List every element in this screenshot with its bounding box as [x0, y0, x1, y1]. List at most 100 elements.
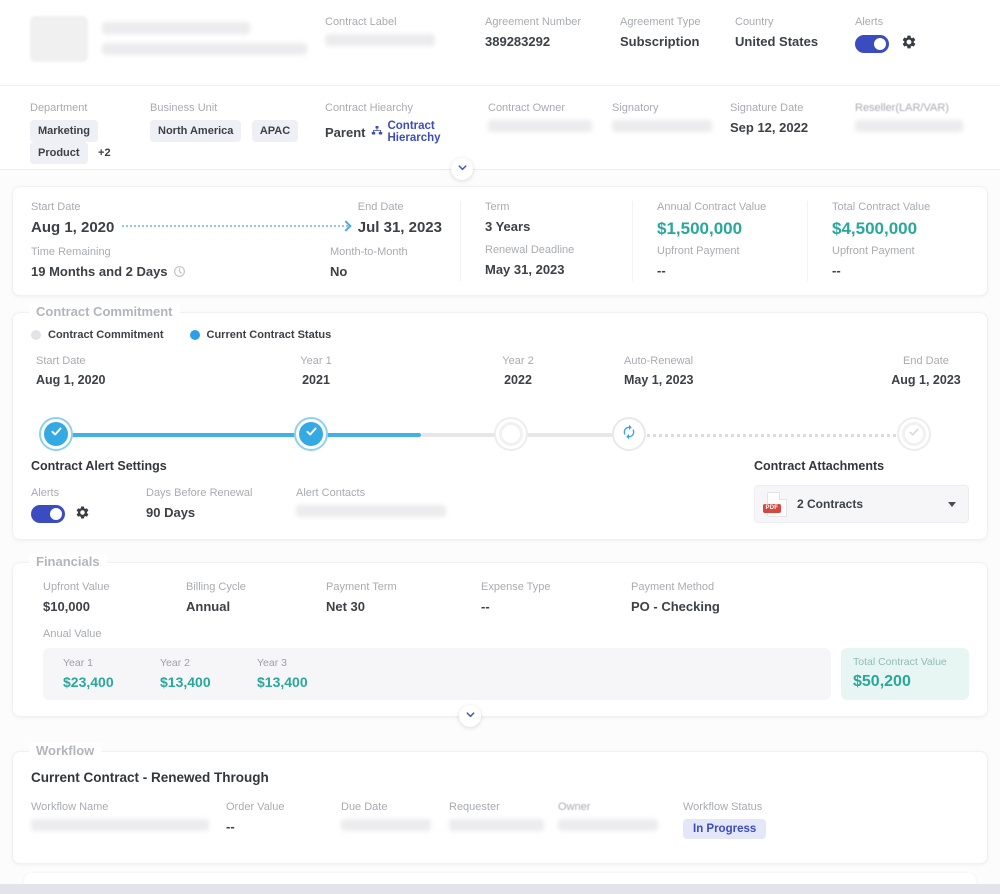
legend-label: Contract Commitment [48, 329, 164, 341]
hierarchy-icon [371, 125, 383, 140]
timeline-node-year2 [494, 417, 528, 451]
order-value-value: -- [226, 819, 235, 834]
annual-contract-value-label: Annual Contract Value [657, 201, 767, 213]
field-year-1-value: Year 1 $23,400 [63, 657, 160, 690]
year-1-label: Year 1 [63, 657, 93, 669]
milestone-value: Aug 1, 2023 [891, 373, 961, 387]
requester-label: Requester [449, 801, 500, 813]
end-date-value: Jul 31, 2023 [357, 219, 442, 236]
field-contract-label: Contract Label [325, 16, 485, 85]
requester-value-redacted [449, 819, 544, 831]
billing-cycle-label: Billing Cycle [186, 581, 246, 593]
field-country: Country United States [735, 16, 855, 85]
contract-alert-settings: Contract Alert Settings Alerts Days Befo… [31, 459, 446, 523]
expense-type-value: -- [481, 599, 490, 614]
contract-hierarchy-label: Contract Hiearchy [325, 102, 414, 114]
milestone-start-date: Start Date Aug 1, 2020 [36, 355, 105, 387]
upfront-value-value: $10,000 [43, 599, 90, 614]
signature-date-label: Signature Date [730, 102, 804, 114]
term-value: 3 Years [485, 219, 531, 234]
business-unit-label: Business Unit [150, 102, 218, 114]
billing-cycle-value: Annual [186, 599, 231, 614]
check-icon [50, 425, 63, 443]
field-department: Department Marketing Product +2 [30, 102, 150, 169]
expand-header-button[interactable] [451, 158, 473, 180]
department-overflow-count[interactable]: +2 [98, 147, 111, 159]
pdf-file-icon: PDF [763, 491, 787, 517]
upfront-payment-value: -- [832, 263, 841, 278]
pdf-badge: PDF [763, 503, 781, 513]
total-contract-value-value: $50,200 [853, 673, 911, 690]
field-agreement-number: Agreement Number 389283292 [485, 16, 620, 85]
workflow-heading: Current Contract - Renewed Through [31, 770, 269, 785]
field-payment-method: Payment Method PO - Checking [631, 581, 720, 614]
upfront-payment-value: -- [657, 263, 666, 278]
field-order-value: Order Value -- [226, 801, 341, 839]
timeline-segment-dotted [629, 434, 914, 437]
page-bottom-strip [0, 884, 1000, 894]
gear-icon [901, 34, 917, 53]
timeline-segment-current [311, 433, 421, 437]
renewal-deadline-value: May 31, 2023 [485, 262, 565, 277]
contract-alert-settings-title: Contract Alert Settings [31, 459, 167, 473]
agreement-number-value: 389283292 [485, 34, 551, 49]
alerts-label: Alerts [31, 487, 60, 499]
upfront-payment-label: Upfront Payment [657, 245, 740, 257]
end-date-label: End Date [357, 201, 404, 213]
agreement-type-value: Subscription [620, 34, 700, 49]
timeline-segment-complete [56, 433, 311, 437]
year-3-label: Year 3 [257, 657, 287, 669]
reseller-label: Reseller(LAR/VAR) [855, 102, 949, 114]
alert-contacts-label: Alert Contacts [296, 487, 366, 499]
field-end-date: End Date Jul 31, 2023 [358, 201, 442, 236]
field-signatory: Signatory [612, 102, 730, 169]
milestone-label: Auto-Renewal [624, 355, 694, 367]
total-contract-value-box: Total Contract Value $50,200 [841, 648, 969, 700]
year-1-value: $23,400 [63, 674, 114, 690]
field-year-3-value: Year 3 $13,400 [257, 657, 354, 690]
clock-icon [173, 265, 186, 281]
days-before-renewal-value: 90 Days [146, 505, 196, 520]
contract-hierarchy-link-label: Contract Hierarchy [387, 120, 441, 144]
department-label: Department [30, 102, 88, 114]
term-label: Term [485, 201, 510, 213]
brand-block [30, 16, 325, 85]
caret-down-icon [948, 501, 956, 507]
contract-header: Contract Label Agreement Number 38928329… [0, 0, 1000, 86]
field-alerts: Alerts [855, 16, 1000, 85]
field-time-remaining: Time Remaining 19 Months and 2 Days [31, 246, 330, 281]
milestone-label: Year 2 [502, 355, 534, 367]
payment-term-value: Net 30 [326, 599, 366, 614]
business-unit-tag: North America [150, 120, 242, 142]
upfront-payment-label: Upfront Payment [832, 245, 915, 257]
expand-financials-button[interactable] [459, 705, 481, 727]
upfront-value-label: Upfront Value [43, 581, 110, 593]
legend-contract-commitment: Contract Commitment [31, 329, 164, 341]
total-contract-value-value: $4,500,000 [832, 219, 918, 238]
alerts-settings-button[interactable] [901, 34, 917, 53]
field-owner: Owner [558, 801, 683, 839]
timeline-node-start [39, 417, 73, 451]
expense-type-label: Expense Type [481, 581, 551, 593]
field-total-contract-value: Total Contract Value $4,500,000 [832, 201, 969, 239]
payment-method-value: PO - Checking [631, 599, 720, 614]
workflow-card: Workflow Current Contract - Renewed Thro… [12, 743, 988, 864]
field-upfront-payment-2: Upfront Payment -- [832, 245, 969, 278]
contract-attachments: Contract Attachments PDF 2 Contracts [754, 459, 969, 523]
milestone-label: Year 1 [300, 355, 332, 367]
workflow-status-badge: In Progress [683, 819, 767, 839]
start-date-value: Aug 1, 2020 [31, 219, 115, 236]
contract-hierarchy-link[interactable]: Contract Hierarchy [371, 120, 488, 144]
field-term: Term 3 Years [485, 201, 614, 234]
legend-current-contract-status: Current Contract Status [189, 329, 331, 341]
year-2-value: $13,400 [160, 674, 211, 690]
field-expense-type: Expense Type -- [481, 581, 631, 614]
summary-tcv-column: Total Contract Value $4,500,000 Upfront … [808, 201, 987, 281]
alert-settings-button[interactable] [75, 505, 90, 523]
timeline-segment-future [511, 433, 629, 437]
field-upfront-value: Upfront Value $10,000 [43, 581, 186, 614]
attachments-dropdown[interactable]: PDF 2 Contracts [754, 485, 969, 523]
contract-alerts-toggle[interactable] [31, 505, 65, 523]
department-tag: Product [30, 142, 88, 164]
alerts-toggle[interactable] [855, 34, 889, 53]
